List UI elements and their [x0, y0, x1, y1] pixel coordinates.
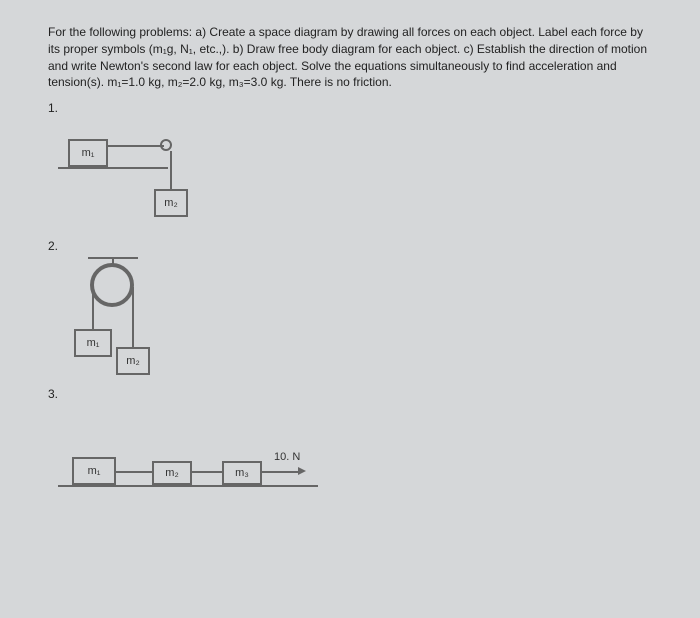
pulley-icon — [160, 139, 172, 151]
mass-1-label: m₁ — [88, 465, 101, 477]
problem-instructions: For the following problems: a) Create a … — [48, 24, 652, 91]
mass-1-label: m₁ — [82, 147, 95, 159]
diagram-3: m₁ m₂ m₃ 10. N — [48, 405, 652, 515]
pulley-icon — [90, 263, 134, 307]
problem-1-number: 1. — [48, 101, 652, 115]
mass-2-label: m₂ — [126, 355, 139, 367]
mass-2-box: m₂ — [116, 347, 150, 375]
mass-1-label: m₁ — [87, 337, 100, 349]
mass-2-box: m₂ — [152, 461, 192, 485]
force-label: 10. N — [274, 451, 300, 463]
mass-3-box: m₃ — [222, 461, 262, 485]
diagram-2: m₁ m₂ — [48, 257, 652, 387]
mass-3-label: m₃ — [235, 467, 249, 479]
problem-2-number: 2. — [48, 239, 652, 253]
diagram-1: m₁ m₂ — [48, 119, 652, 239]
problem-3-number: 3. — [48, 387, 652, 401]
mass-1-box: m₁ — [74, 329, 112, 357]
mass-1-box: m₁ — [68, 139, 108, 167]
force-arrow-icon — [298, 467, 306, 475]
mass-2-box: m₂ — [154, 189, 188, 217]
mass-2-label: m₂ — [164, 197, 177, 209]
mass-1-box: m₁ — [72, 457, 116, 485]
mass-2-label: m₂ — [165, 467, 178, 479]
